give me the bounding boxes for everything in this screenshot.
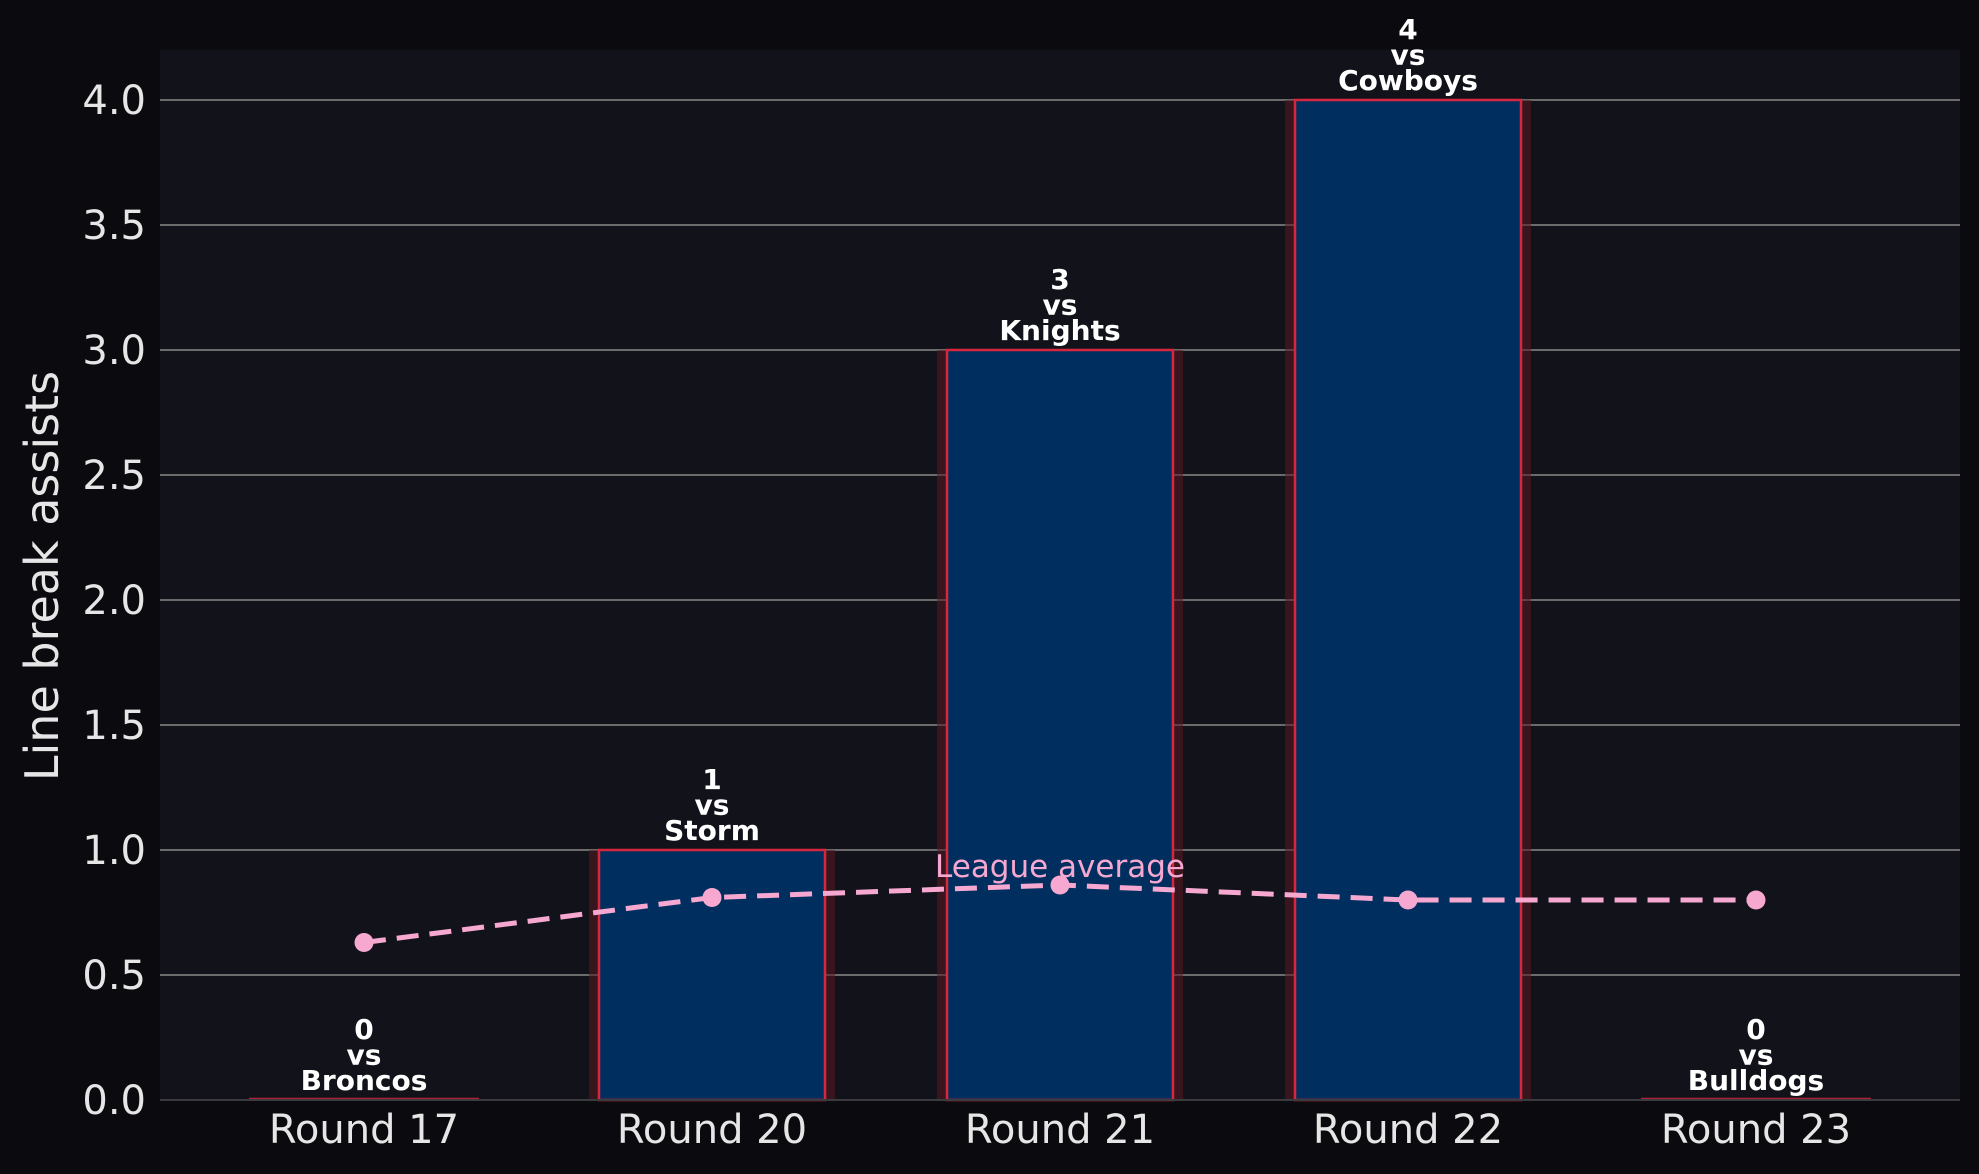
bar-label: vs [695, 789, 730, 822]
y-tick-label: 0.0 [82, 1078, 146, 1124]
y-tick-label: 0.5 [82, 953, 146, 999]
bars [249, 98, 1871, 1102]
y-tick-label: 1.5 [82, 703, 146, 749]
bar-label: vs [1043, 289, 1078, 322]
bar-label: Cowboys [1338, 64, 1478, 97]
y-tick-label: 1.0 [82, 828, 146, 874]
x-tick-label: Round 21 [965, 1107, 1155, 1153]
bar-label: 0 [1746, 1013, 1765, 1046]
x-tick-label: Round 22 [1313, 1107, 1503, 1153]
x-axis-ticks: Round 17 Round 20 Round 21 Round 22 Round 23 [269, 1107, 1851, 1153]
bar-label: Storm [664, 814, 760, 847]
bar-label: Broncos [301, 1064, 428, 1097]
y-tick-label: 3.0 [82, 328, 146, 374]
league-average-point [354, 933, 374, 952]
bar-label: 4 [1398, 13, 1417, 46]
y-axis-ticks: 0.0 0.5 1.0 1.5 2.0 2.5 3.0 3.5 4.0 [82, 78, 146, 1124]
bar-label: 1 [702, 763, 721, 796]
bar-label: 3 [1050, 263, 1069, 296]
league-average-point [1398, 890, 1418, 910]
bar-label: vs [347, 1039, 382, 1072]
x-tick-label: Round 23 [1661, 1107, 1851, 1153]
y-tick-label: 4.0 [82, 78, 146, 124]
bar-label: 0 [354, 1013, 373, 1046]
bar [1293, 98, 1523, 1102]
bar-label: Knights [999, 314, 1120, 347]
league-average-label: League average [935, 849, 1185, 885]
y-tick-label: 2.5 [82, 453, 146, 499]
bar [597, 848, 827, 1102]
bar [945, 348, 1175, 1102]
league-average-line: League average [354, 849, 1766, 952]
y-tick-label: 2.0 [82, 578, 146, 624]
league-average-point [702, 888, 722, 907]
bar-label: Bulldogs [1688, 1064, 1824, 1097]
y-tick-label: 3.5 [82, 203, 146, 249]
y-axis-label: Line break assists [15, 371, 69, 781]
league-average-point [1050, 875, 1070, 895]
bar-label: vs [1391, 39, 1426, 72]
x-tick-label: Round 20 [617, 1107, 807, 1153]
bar-labels: 0vsBroncos1vsStorm3vsKnights4vsCowboys0v… [301, 13, 1825, 1097]
x-tick-label: Round 17 [269, 1107, 459, 1153]
league-average-point [1746, 890, 1766, 910]
bar-label: vs [1739, 1039, 1774, 1072]
